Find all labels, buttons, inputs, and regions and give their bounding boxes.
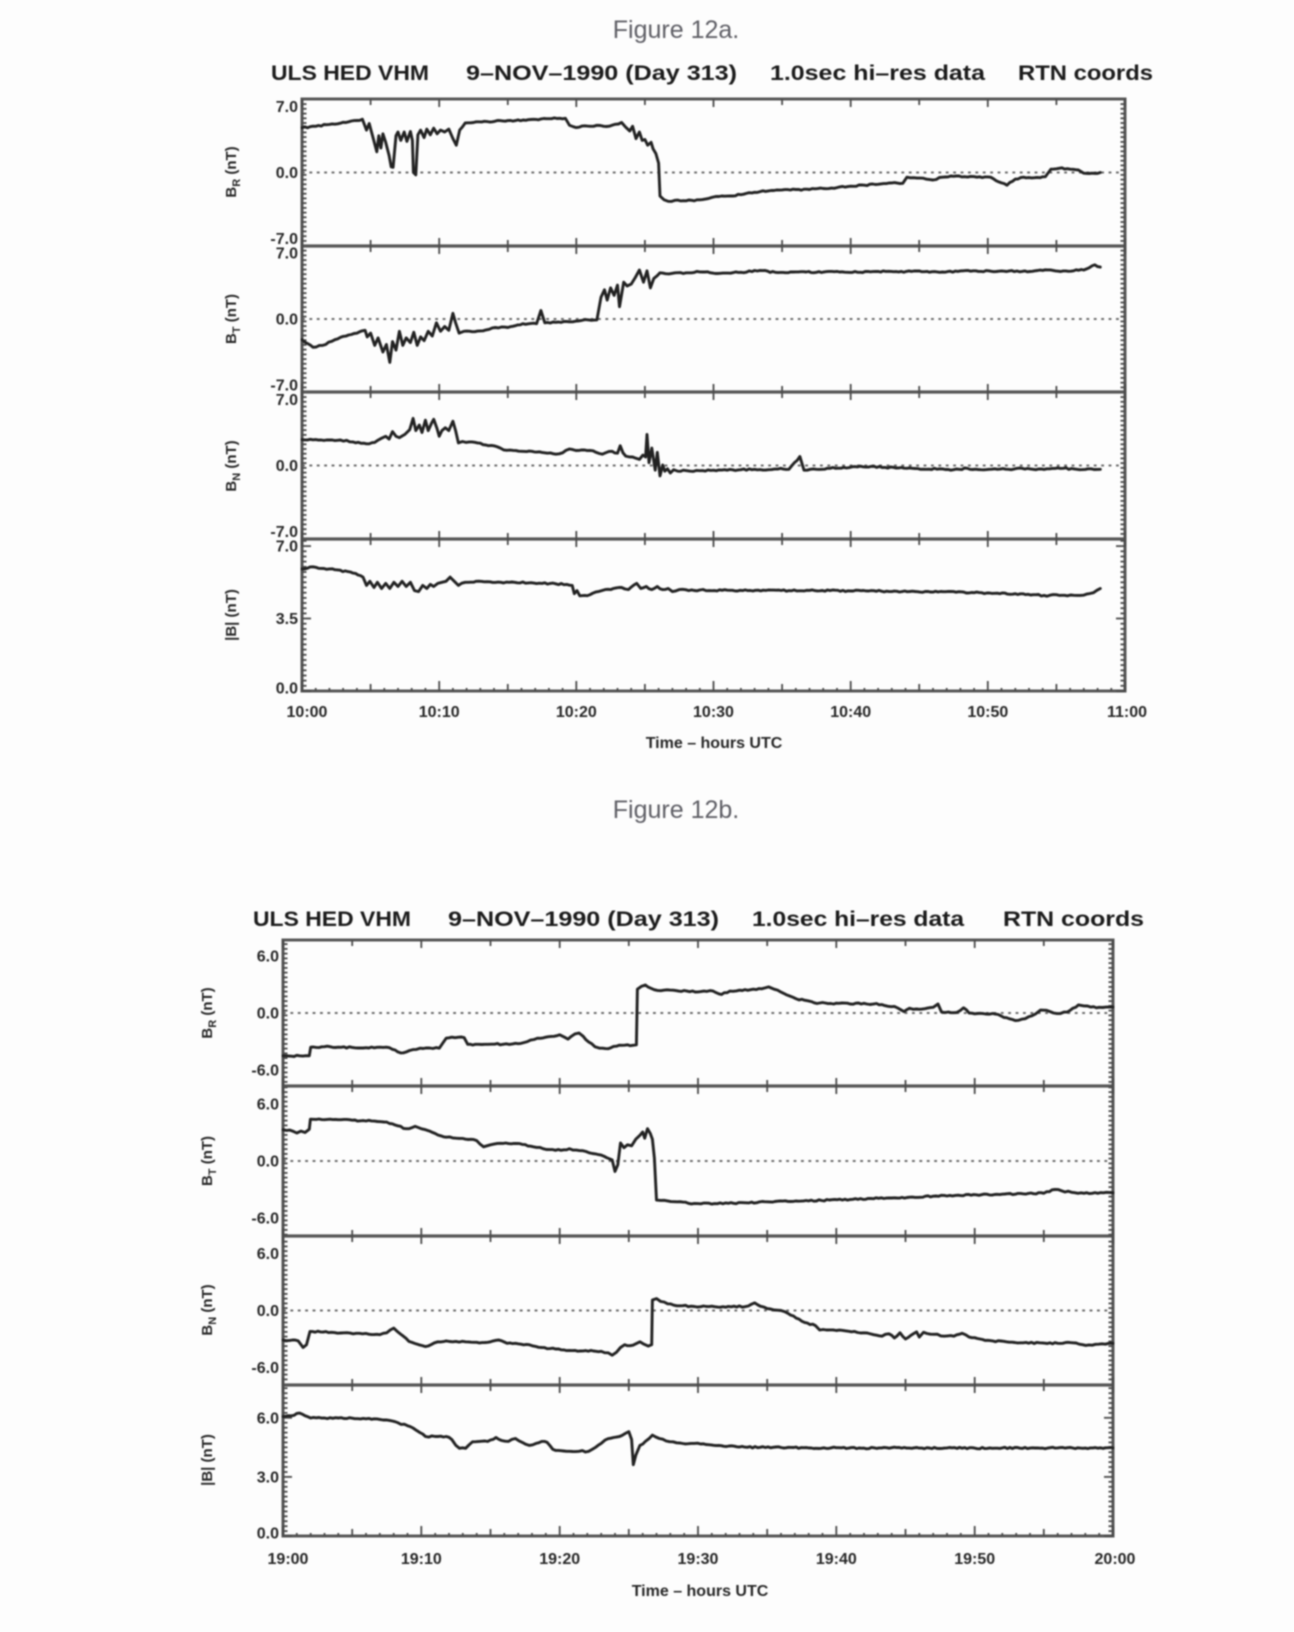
svg-text:Figure 12a.: Figure 12a. [613,16,739,44]
svg-text:-6.0: -6.0 [251,1211,279,1228]
svg-text:|B| (nT): |B| (nT) [199,1434,216,1486]
svg-text:0.0: 0.0 [257,1526,279,1543]
svg-text:0.0: 0.0 [257,1303,279,1320]
svg-text:-7.0: -7.0 [270,378,298,395]
svg-text:ULS HED VHM: ULS HED VHM [271,62,429,85]
svg-text:0.0: 0.0 [276,681,298,698]
svg-text:9–NOV–1990 (Day 313): 9–NOV–1990 (Day 313) [466,62,737,85]
svg-text:10:00: 10:00 [287,704,328,721]
svg-text:-6.0: -6.0 [251,1360,279,1377]
svg-text:0.0: 0.0 [276,312,298,329]
svg-text:19:30: 19:30 [678,1551,719,1568]
svg-text:10:10: 10:10 [419,704,460,721]
svg-text:19:10: 19:10 [401,1551,442,1568]
svg-text:9–NOV–1990 (Day 313): 9–NOV–1990 (Day 313) [448,908,719,931]
svg-text:BR (nT): BR (nT) [199,987,219,1038]
svg-text:RTN coords: RTN coords [1003,908,1144,931]
svg-text:19:20: 19:20 [539,1551,580,1568]
svg-text:0.0: 0.0 [276,165,298,182]
svg-text:3.0: 3.0 [257,1469,279,1486]
svg-text:-7.0: -7.0 [270,231,298,248]
svg-text:Time – hours UTC: Time – hours UTC [646,735,783,752]
svg-text:19:40: 19:40 [816,1551,857,1568]
svg-text:6.0: 6.0 [257,1097,279,1114]
svg-text:Time – hours UTC: Time – hours UTC [632,1583,769,1600]
svg-text:BT (nT): BT (nT) [223,294,243,344]
svg-text:7.0: 7.0 [276,539,298,556]
svg-text:BT (nT): BT (nT) [199,1136,219,1186]
svg-text:Figure 12b.: Figure 12b. [613,796,739,824]
svg-text:1.0sec hi–res data: 1.0sec hi–res data [770,62,985,85]
svg-text:BR (nT): BR (nT) [223,146,243,197]
svg-text:20:00: 20:00 [1095,1551,1136,1568]
svg-text:6.0: 6.0 [257,949,279,966]
svg-text:0.0: 0.0 [257,1006,279,1023]
svg-text:10:20: 10:20 [556,704,597,721]
svg-text:10:50: 10:50 [967,704,1008,721]
svg-text:BN (nT): BN (nT) [199,1284,219,1335]
svg-text:7.0: 7.0 [276,99,298,116]
svg-text:|B| (nT): |B| (nT) [223,589,240,641]
svg-text:19:50: 19:50 [954,1551,995,1568]
svg-text:0.0: 0.0 [276,458,298,475]
svg-text:7.0: 7.0 [276,246,298,263]
svg-text:BN (nT): BN (nT) [223,440,243,491]
svg-text:10:40: 10:40 [830,704,871,721]
svg-text:7.0: 7.0 [276,392,298,409]
svg-text:0.0: 0.0 [257,1154,279,1171]
svg-text:11:00: 11:00 [1107,704,1147,721]
svg-text:1.0sec hi–res data: 1.0sec hi–res data [752,908,964,931]
svg-text:19:00: 19:00 [268,1551,309,1568]
svg-text:-7.0: -7.0 [270,524,298,541]
svg-text:6.0: 6.0 [257,1410,279,1427]
svg-text:RTN coords: RTN coords [1018,62,1153,85]
svg-text:3.5: 3.5 [276,611,298,628]
svg-text:-6.0: -6.0 [251,1063,279,1080]
svg-text:10:30: 10:30 [693,704,734,721]
svg-text:ULS HED VHM: ULS HED VHM [253,908,411,931]
svg-text:6.0: 6.0 [257,1246,279,1263]
